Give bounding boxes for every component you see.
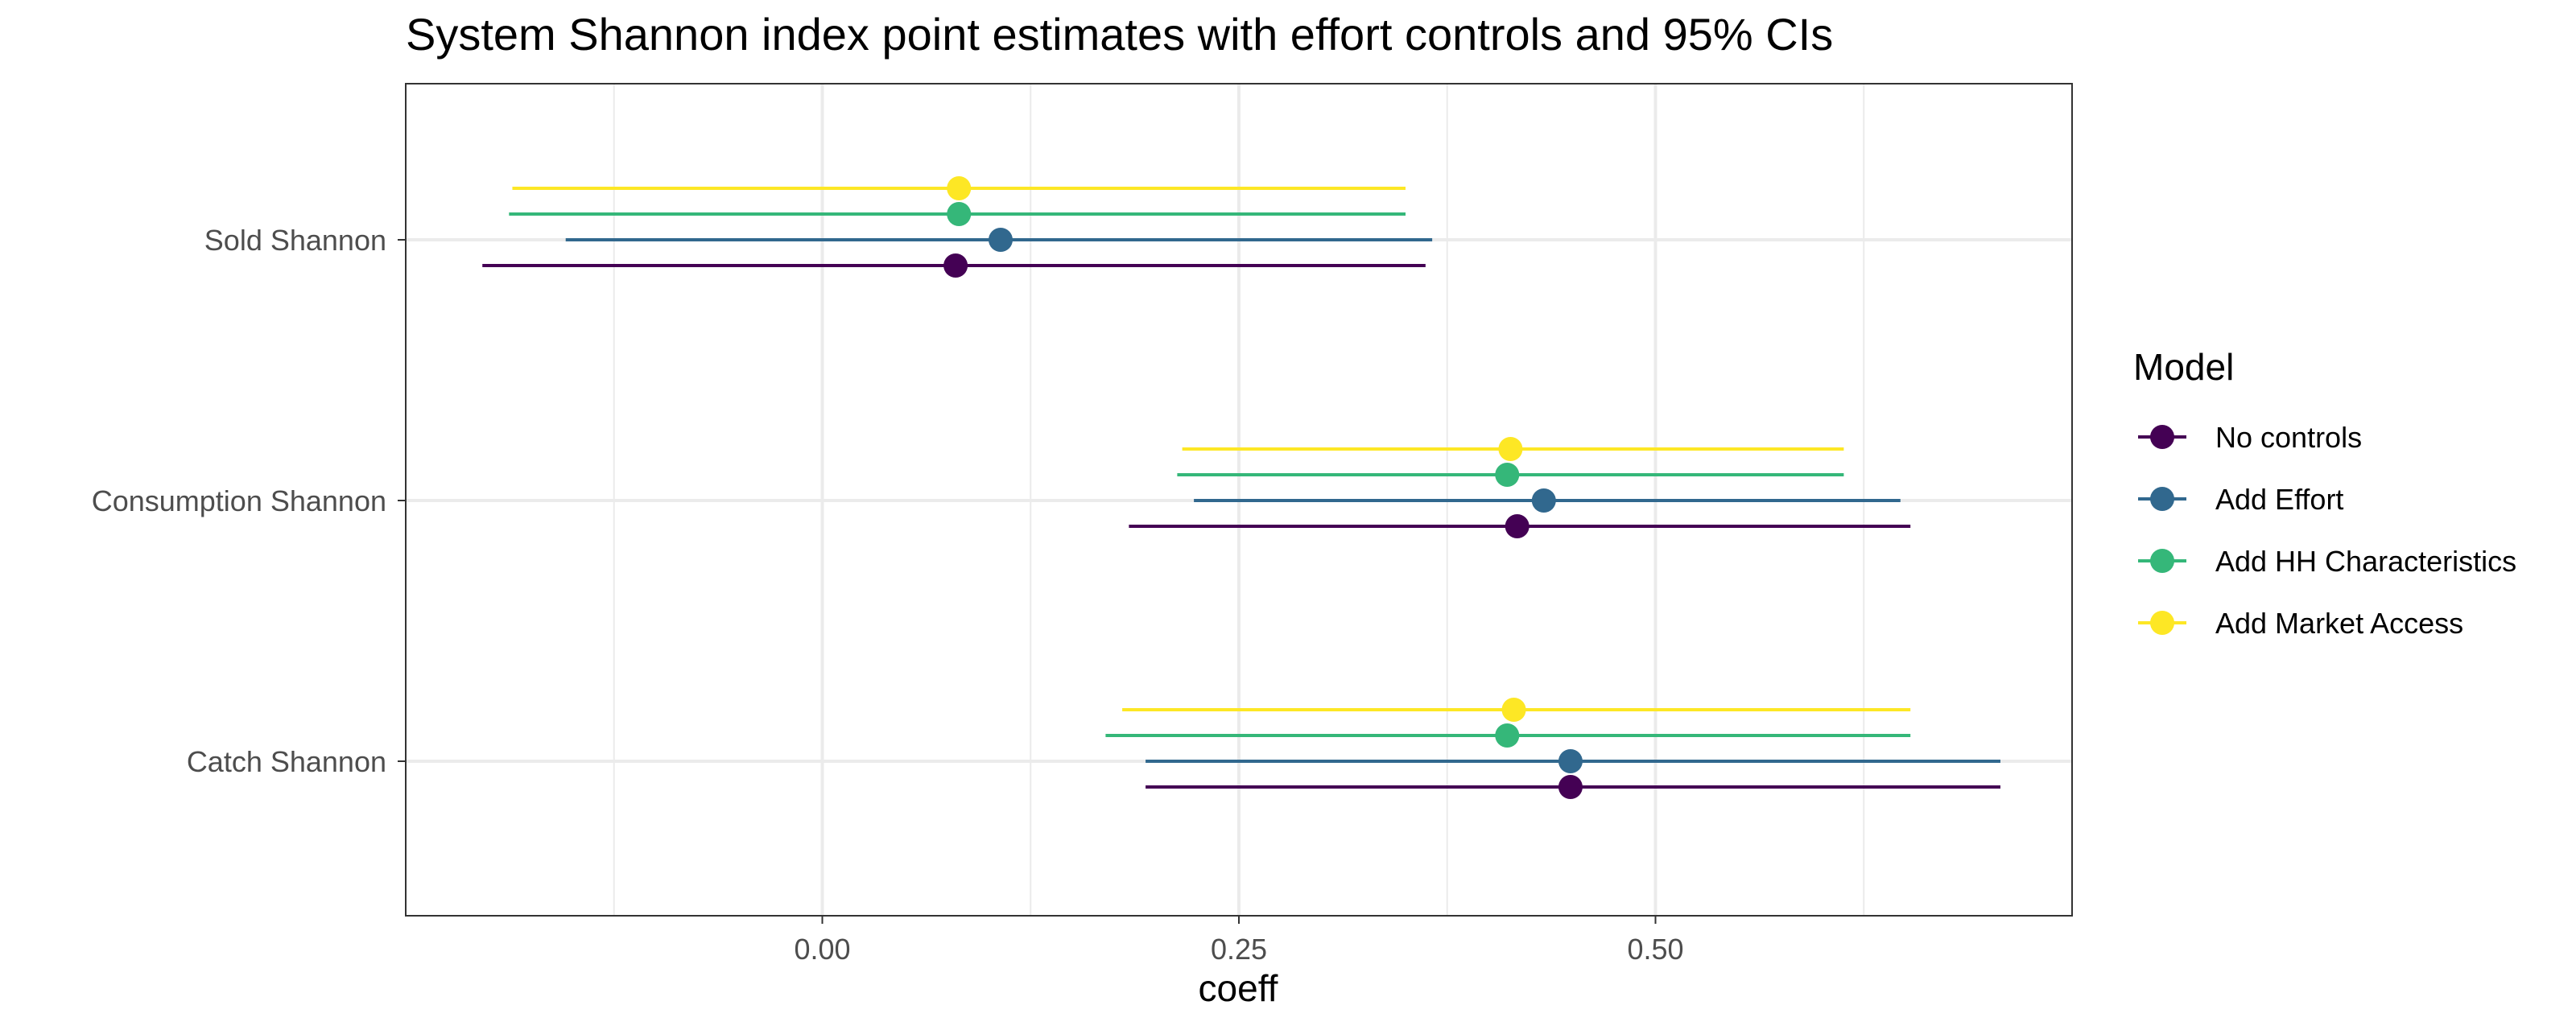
point-estimate [1501,698,1526,722]
point-estimate [947,176,972,200]
x-axis-title: coeff [1199,967,1278,1009]
point-estimate [1558,775,1583,799]
point-estimate [1498,437,1523,461]
x-tick-label: 0.50 [1627,933,1683,966]
legend-title: Model [2133,346,2234,388]
legend-label: No controls [2215,421,2362,454]
point-estimate [1495,723,1520,748]
legend-label: Add HH Characteristics [2215,545,2516,578]
legend-key-point [2150,549,2174,573]
plot-marks [482,176,2000,799]
legend-key-point [2150,425,2174,449]
point-estimate [1505,514,1530,538]
y-tick-label: Sold Shannon [204,224,386,257]
point-estimate [1495,463,1520,487]
legend-label: Add Market Access [2215,607,2463,640]
x-tick-label: 0.00 [794,933,850,966]
point-estimate [1531,488,1556,513]
axes: 0.00 0.25 0.50 Sold Shannon Consumption Shan… [92,224,1684,966]
legend: Model No controls Add Effort Add HH Charac… [2133,346,2516,640]
legend-key-point [2150,611,2174,635]
legend-label: Add Effort [2215,483,2343,516]
y-tick-label: Consumption Shannon [92,484,386,517]
legend-key-point [2150,487,2174,511]
point-estimate [947,202,972,226]
point-estimate [1558,749,1583,773]
x-tick-label: 0.25 [1211,933,1267,966]
point-estimate [988,228,1013,252]
chart-title: System Shannon index point estimates wit… [406,9,1833,60]
point-estimate [943,253,968,278]
y-tick-label: Catch Shannon [187,745,386,778]
